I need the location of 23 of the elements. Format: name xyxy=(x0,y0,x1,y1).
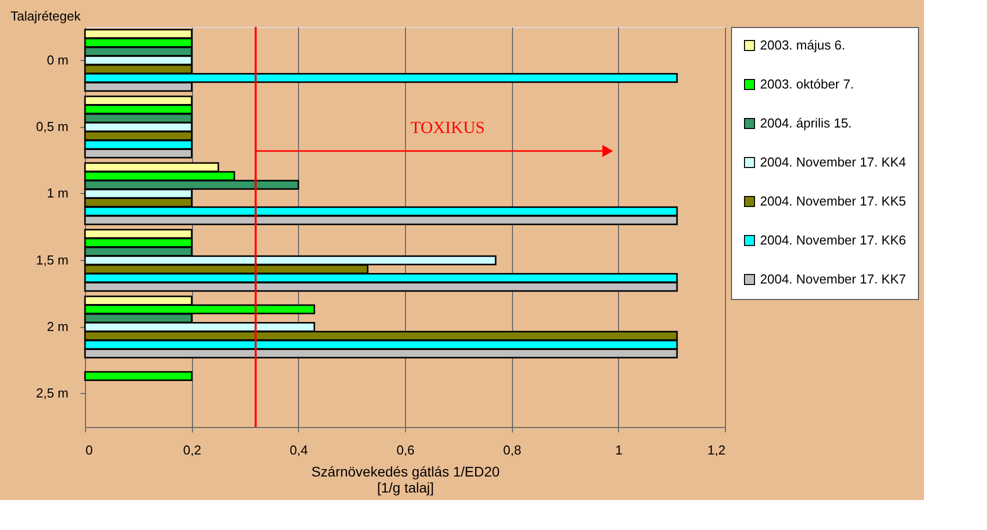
x-tick-label: 0 xyxy=(86,442,93,458)
legend-label: 2003. május 6. xyxy=(760,38,846,52)
x-tick-label: 1,2 xyxy=(707,442,726,458)
x-tick-label: 0,4 xyxy=(290,442,308,458)
y-tick-label: 0 m xyxy=(46,52,68,68)
x-tick-label: 0,2 xyxy=(183,442,202,458)
legend-label: 2004. November 17. KK5 xyxy=(760,194,906,208)
y-tick-label: 2,5 m xyxy=(36,386,68,401)
x-tick-label: 1 xyxy=(615,442,622,458)
legend-label: 2004. November 17. KK7 xyxy=(760,272,906,286)
legend-label: 2004. November 17. KK6 xyxy=(760,232,906,248)
x-tick-label: 0,8 xyxy=(503,442,522,458)
legend-label: 2003. október 7. xyxy=(760,76,854,92)
ref-line-label: TOXIKUS xyxy=(410,118,485,137)
y-tick-label: 2 m xyxy=(46,319,68,334)
y-axis-title: Talajrétegek xyxy=(10,8,82,24)
legend-label: 2004. április 15. xyxy=(760,116,852,130)
x-tick-label: 0,6 xyxy=(396,442,415,458)
y-tick-label: 0,5 m xyxy=(36,119,68,134)
legend-label: 2004. November 17. KK4 xyxy=(760,154,906,170)
x-axis-title: Szárnövekedés gátlás 1/ED20 [1/g talaj] xyxy=(311,464,500,496)
y-tick-label: 1,5 m xyxy=(36,252,68,268)
y-tick-label: 1 m xyxy=(46,186,68,201)
